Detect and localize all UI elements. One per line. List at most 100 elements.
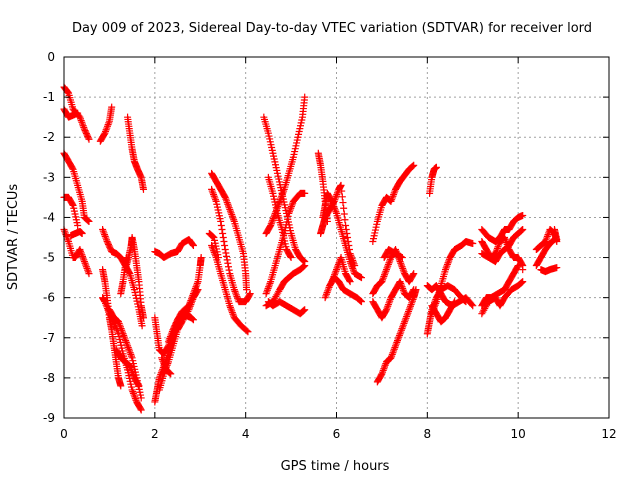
data-point: [385, 259, 393, 267]
data-point: [519, 278, 527, 286]
data-point: [68, 200, 76, 208]
y-tick-label: -5: [43, 251, 55, 265]
data-point: [349, 256, 357, 264]
data-point: [403, 311, 411, 319]
data-point: [444, 259, 452, 267]
data-point: [138, 322, 146, 330]
data-point: [118, 328, 126, 336]
data-point: [275, 199, 283, 207]
data-point: [387, 197, 395, 205]
data-point: [80, 258, 88, 266]
x-tick-label: 2: [151, 427, 159, 441]
data-point: [387, 354, 395, 362]
data-point: [192, 283, 200, 291]
data-point: [390, 191, 398, 199]
data-point: [129, 370, 137, 378]
data-point: [82, 263, 90, 271]
data-point: [102, 126, 110, 134]
data-point: [287, 204, 295, 212]
data-point: [221, 246, 229, 254]
data-point: [469, 240, 477, 248]
data-point: [331, 196, 339, 204]
data-point: [285, 208, 293, 216]
data-point: [329, 274, 337, 282]
x-tick-label: 0: [60, 427, 68, 441]
data-point: [228, 211, 236, 219]
data-point: [397, 261, 405, 269]
data-point: [332, 208, 340, 216]
data-point: [127, 364, 135, 372]
data-point: [514, 263, 522, 271]
data-point: [221, 242, 229, 250]
data-point: [399, 323, 407, 331]
data-point: [380, 365, 388, 373]
data-point: [262, 290, 270, 298]
data-point: [208, 185, 216, 193]
data-point: [224, 263, 232, 271]
data-point: [225, 204, 233, 212]
data-point: [342, 221, 350, 229]
data-point: [432, 163, 440, 171]
data-point: [399, 321, 407, 329]
data-point: [402, 314, 410, 322]
data-point: [101, 298, 109, 306]
chart-title: Day 009 of 2023, Sidereal Day-to-day VTE…: [72, 21, 592, 36]
data-point: [343, 229, 351, 237]
data-point: [443, 262, 451, 270]
data-point: [349, 266, 357, 274]
data-point: [209, 189, 217, 197]
data-point: [344, 238, 352, 246]
data-point: [187, 297, 195, 305]
data-point: [519, 266, 527, 274]
data-point: [63, 234, 71, 242]
data-point: [167, 331, 175, 339]
data-point: [217, 217, 225, 225]
data-point: [340, 210, 348, 218]
data-point: [74, 109, 82, 117]
data-point: [342, 225, 350, 233]
data-point: [378, 370, 386, 378]
data-point: [287, 203, 295, 211]
data-point: [84, 266, 92, 274]
data-point: [101, 232, 109, 240]
data-point: [223, 256, 231, 264]
data-point: [333, 191, 341, 199]
data-point: [410, 286, 418, 294]
data-point: [267, 221, 275, 229]
data-point: [349, 258, 357, 266]
data-point: [135, 382, 143, 390]
data-point: [408, 297, 416, 305]
data-point: [357, 274, 365, 282]
data-point: [189, 290, 197, 298]
data-point: [381, 361, 389, 369]
data-point: [514, 262, 522, 270]
data-point: [264, 284, 272, 292]
data-point: [82, 261, 90, 269]
data-point: [285, 209, 293, 217]
data-point: [129, 389, 137, 397]
data-point: [386, 297, 394, 305]
data-point: [493, 244, 501, 252]
x-tick-label: 12: [601, 427, 616, 441]
data-point: [117, 325, 125, 333]
data-point: [393, 338, 401, 346]
data-point: [501, 234, 509, 241]
data-point: [160, 361, 168, 369]
data-point: [243, 327, 251, 335]
data-point: [392, 340, 400, 348]
data-point: [104, 121, 112, 129]
data-point: [398, 263, 406, 271]
data-point: [443, 260, 451, 268]
data-point: [399, 264, 407, 272]
data-point: [127, 365, 135, 373]
data-point: [99, 225, 107, 233]
data-point: [348, 255, 356, 263]
data-point: [388, 352, 396, 360]
y-tick-label: -4: [43, 210, 55, 224]
data-point: [323, 289, 331, 297]
data-point: [160, 359, 168, 367]
data-point: [126, 349, 134, 357]
data-point: [103, 124, 111, 132]
data-point: [78, 118, 86, 126]
data-point: [390, 189, 398, 197]
